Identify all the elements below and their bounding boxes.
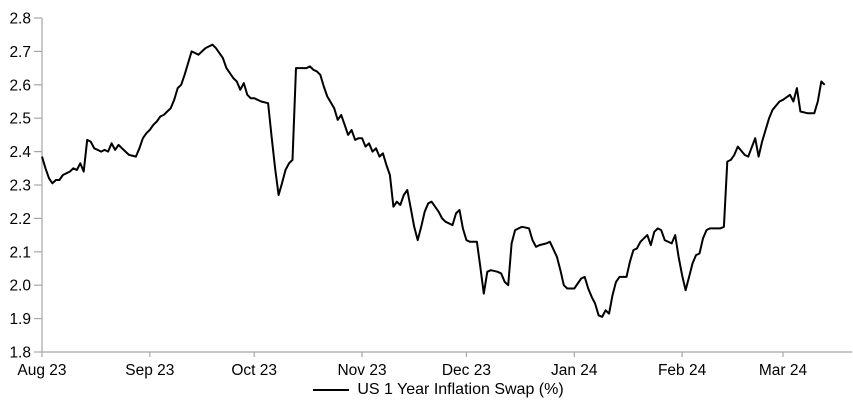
x-axis-tick-label: Sep 23 [125,362,174,379]
chart-legend: US 1 Year Inflation Swap (%) [12,380,853,400]
y-axis-tick-label: 2.6 [9,77,31,94]
y-axis-tick-label: 2.7 [9,44,31,61]
y-axis-tick-label: 2.1 [9,244,31,261]
x-axis-tick-label: Feb 24 [658,362,707,379]
y-axis-tick-label: 2.8 [9,11,31,28]
y-axis-tick-label: 2.4 [9,144,31,161]
x-axis-tick-label: Aug 23 [17,362,66,379]
y-axis-tick-label: 1.9 [9,311,31,328]
x-axis-tick-label: Jan 24 [551,362,598,379]
legend-line-swatch [313,389,350,391]
x-axis-tick-label: Dec 23 [442,362,491,379]
series-line [41,43,826,318]
y-axis-tick-label: 1.8 [9,345,31,362]
y-axis-tick-label: 2.0 [9,278,31,295]
x-axis-tick-label: Nov 23 [337,362,386,379]
y-axis-tick-label: 2.3 [9,178,31,195]
x-axis-tick-label: Mar 24 [759,362,808,379]
x-axis-tick-label: Oct 23 [231,362,277,379]
legend-label: US 1 Year Inflation Swap (%) [357,381,564,398]
y-axis-tick-label: 2.5 [9,111,31,128]
y-axis-tick-label: 2.2 [9,211,31,228]
